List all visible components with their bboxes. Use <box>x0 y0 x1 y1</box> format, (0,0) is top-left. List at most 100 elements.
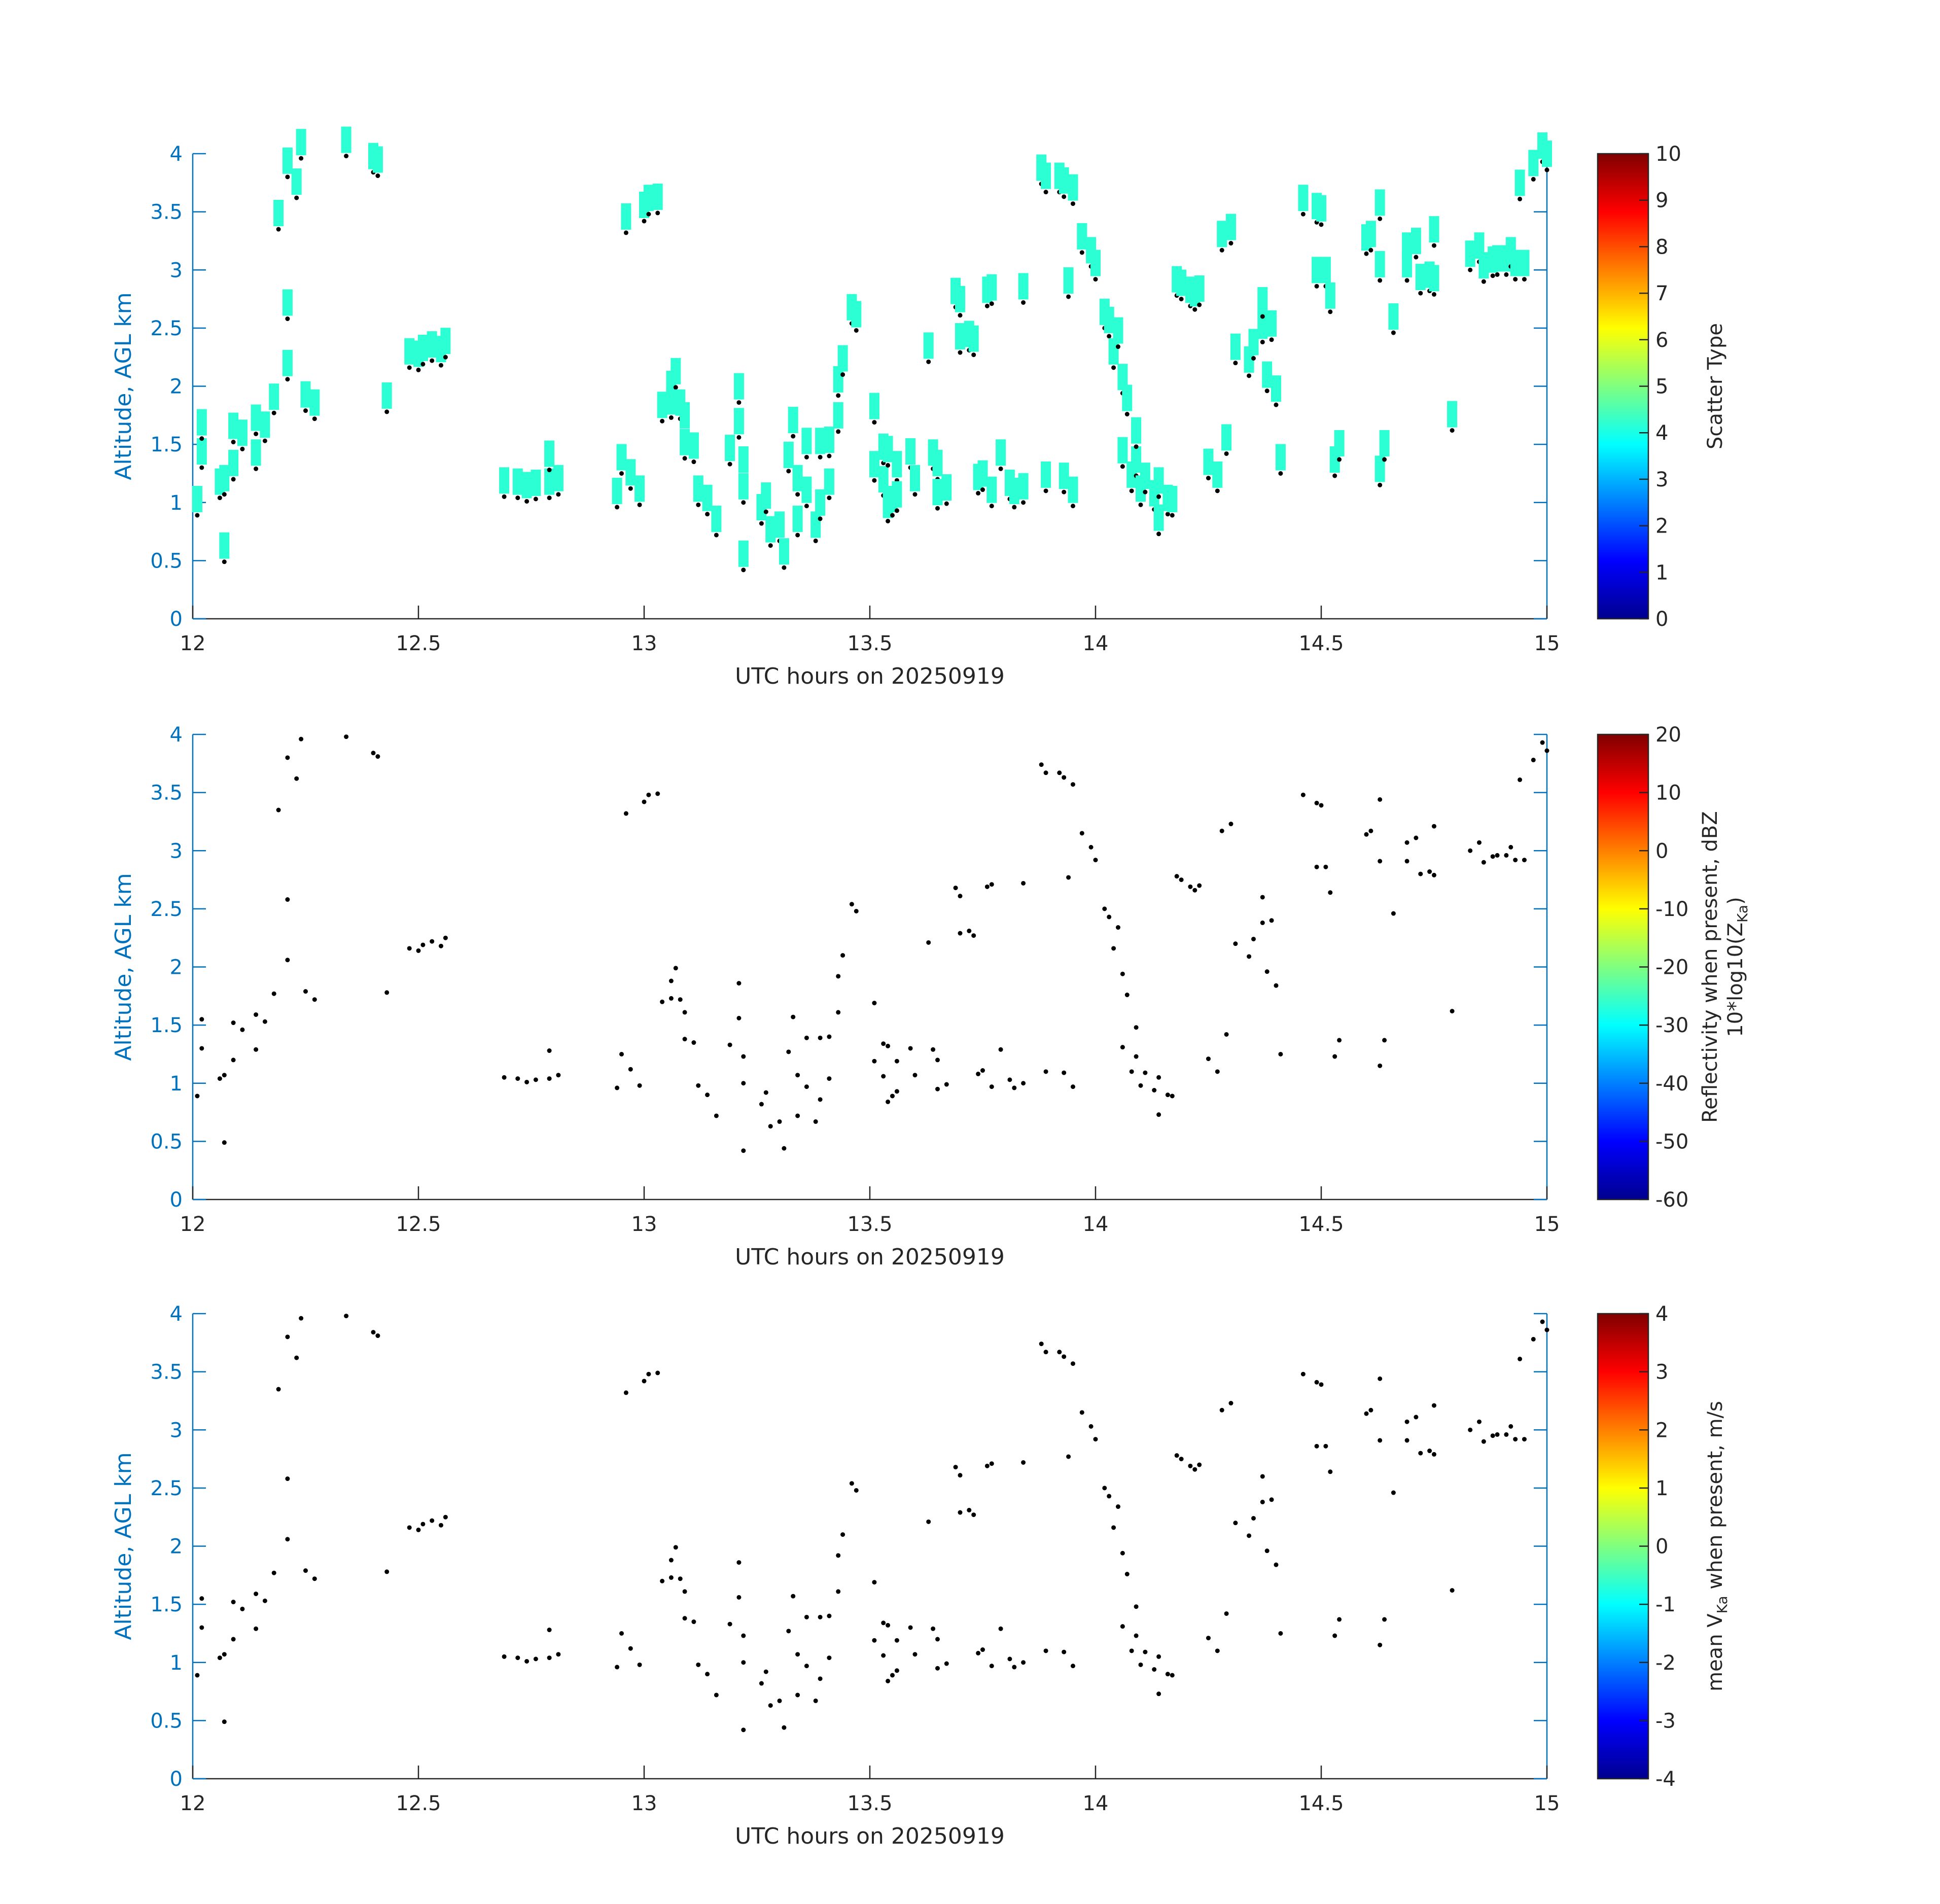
data-point <box>935 1666 940 1671</box>
data-point <box>660 418 665 424</box>
colorbar-tick-label: -2 <box>1655 1651 1676 1675</box>
data-point <box>1039 762 1044 767</box>
data-point <box>886 1623 891 1628</box>
scatter-type-marker <box>1528 150 1539 177</box>
data-point <box>1188 1463 1193 1468</box>
y-tick-label: 3 <box>170 1419 183 1442</box>
x-tick-label: 12.5 <box>396 632 441 655</box>
data-point <box>1300 1371 1306 1377</box>
data-point <box>1450 1009 1455 1014</box>
data-point <box>199 1046 204 1051</box>
data-point <box>1165 512 1170 517</box>
colorbar-tick-label: 3 <box>1655 468 1668 491</box>
data-point <box>795 1652 800 1657</box>
scatter-type-marker <box>1316 195 1326 222</box>
data-point <box>1138 502 1143 507</box>
data-point <box>1066 1454 1071 1459</box>
scatter-type-marker <box>892 451 902 478</box>
data-point <box>430 1518 435 1523</box>
data-point <box>696 1083 701 1088</box>
scatter-type-marker <box>738 473 749 500</box>
data-point <box>1378 278 1383 283</box>
colorbar-tick-label: 0 <box>1655 608 1668 631</box>
y-axis-label: Altitude, AGL km <box>111 873 136 1061</box>
data-point <box>1251 1515 1256 1521</box>
x-tick-label: 12 <box>180 632 206 655</box>
data-point <box>1012 505 1017 510</box>
data-point <box>1368 1407 1373 1413</box>
data-point <box>1062 489 1067 495</box>
data-point <box>931 1626 936 1631</box>
x-tick-label: 12.5 <box>396 1213 441 1236</box>
data-point <box>678 997 683 1002</box>
data-point <box>714 1693 719 1698</box>
data-point <box>1368 828 1373 833</box>
data-point <box>1364 1411 1369 1416</box>
data-point <box>926 1519 931 1524</box>
scatter-type-marker <box>1104 306 1114 333</box>
x-tick-label: 15 <box>1534 1213 1560 1236</box>
data-point <box>271 410 276 415</box>
data-point <box>1260 1474 1265 1479</box>
data-point <box>673 966 678 971</box>
data-point <box>1170 1094 1175 1099</box>
scatter-type-marker <box>192 485 202 512</box>
data-point <box>276 227 281 232</box>
scatter-type-marker <box>260 411 270 438</box>
data-point <box>547 1048 552 1053</box>
data-point <box>262 438 267 443</box>
scatter-type-marker <box>512 468 523 495</box>
data-point <box>1134 1054 1139 1059</box>
data-point <box>1170 1673 1175 1678</box>
data-point <box>1206 1636 1211 1641</box>
scatter-type-marker <box>932 449 943 476</box>
data-point <box>1120 971 1125 976</box>
scatter-type-marker <box>341 126 351 153</box>
data-point <box>768 543 773 548</box>
scatter-type-marker <box>404 338 415 365</box>
scatter-type-marker <box>1063 267 1074 294</box>
y-tick-label: 1 <box>170 491 183 515</box>
data-point <box>804 1614 809 1619</box>
y-tick-label: 2 <box>170 375 183 399</box>
scatter-type-marker <box>625 459 636 486</box>
data-point <box>1477 840 1482 845</box>
data-point <box>222 1652 227 1657</box>
data-point <box>1043 1648 1048 1653</box>
colorbar-tick-label: -1 <box>1655 1593 1676 1616</box>
data-point <box>1490 854 1495 859</box>
data-point <box>926 940 931 945</box>
scatter-type-marker <box>1519 250 1530 276</box>
data-point <box>1224 451 1229 456</box>
data-point <box>1021 880 1026 886</box>
data-point <box>1404 1419 1409 1424</box>
y-tick-label: 4 <box>170 723 183 747</box>
data-point <box>1043 190 1048 195</box>
data-point <box>619 1631 624 1636</box>
data-point <box>655 791 660 796</box>
data-point <box>1179 297 1184 302</box>
data-point <box>827 496 832 501</box>
data-point <box>736 400 742 405</box>
data-point <box>912 1652 918 1657</box>
data-point <box>1477 1419 1482 1424</box>
data-point <box>195 1673 200 1678</box>
data-point <box>254 431 259 436</box>
scatter-type-marker <box>657 392 667 418</box>
data-point <box>1418 1451 1423 1456</box>
data-point <box>1328 1469 1333 1474</box>
data-point <box>1504 853 1509 858</box>
colorbar: -4 -3 -2 -1 0 1 2 3 4 mean VKa when present, m/s <box>1597 1302 1731 1791</box>
data-point <box>1062 775 1067 780</box>
data-point <box>1518 1356 1523 1361</box>
scatter-type-marker <box>733 408 744 435</box>
scatter-type-marker <box>1117 437 1128 464</box>
data-point <box>615 1085 620 1090</box>
data-point <box>1468 1427 1473 1432</box>
data-point <box>795 1073 800 1078</box>
data-point <box>344 734 349 739</box>
data-point <box>1264 969 1269 974</box>
x-tick-label: 14.5 <box>1298 1213 1344 1236</box>
data-point <box>1079 250 1084 255</box>
data-point <box>682 1616 687 1621</box>
